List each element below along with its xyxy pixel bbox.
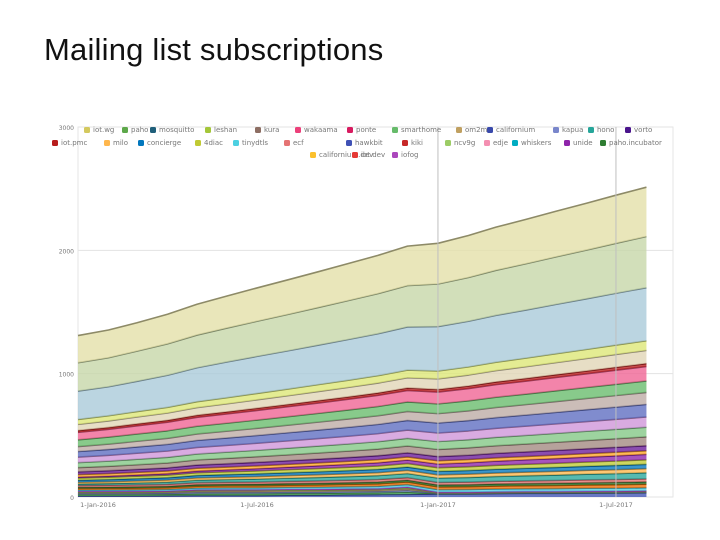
legend-label-wakaama: wakaama: [304, 126, 338, 134]
legend-label-edje: edje: [493, 139, 508, 147]
line-iot.dev: [77, 186, 647, 337]
area-hono: [78, 472, 647, 486]
legend-label-iofog: iofog: [401, 151, 418, 159]
legend-label-iot.wg: iot.wg: [93, 126, 114, 134]
legend-swatch-californium.dev: [310, 152, 316, 158]
area-paho.incubator: [78, 480, 647, 489]
legend-swatch-hawkbit: [346, 140, 352, 146]
legend-label-leshan: leshan: [214, 126, 237, 134]
area-iot.wg: [78, 366, 647, 440]
area-milo: [78, 468, 647, 484]
legend-swatch-californium: [487, 127, 493, 133]
y-tick-label: 3000: [59, 125, 74, 132]
area-paho.dev: [78, 287, 647, 420]
legend-label-whiskers: whiskers: [521, 139, 552, 147]
legend-swatch-leshan: [205, 127, 211, 133]
legend-label-iot.pmc: iot.pmc: [61, 139, 87, 147]
legend-label-vorto: vorto: [634, 126, 652, 134]
legend-label-ponte: ponte: [356, 126, 376, 134]
slide-title: Mailing list subscriptions: [44, 32, 384, 67]
legend-swatch-paho.incubator: [600, 140, 606, 146]
area-om2m.m2m: [78, 477, 647, 488]
area-californium.dev: [78, 350, 647, 431]
legend-swatch-om2m: [456, 127, 462, 133]
area-iot.pmc: [78, 363, 647, 433]
legend-label-concierge: concierge: [147, 139, 181, 147]
legend-swatch-smarthome: [392, 127, 398, 133]
area-4diac: [78, 459, 647, 481]
area-kapua: [78, 490, 647, 495]
legend-swatch-tinydtls: [233, 140, 239, 146]
legend-label-ecf: ecf: [293, 139, 304, 147]
legend-swatch-milo: [104, 140, 110, 146]
legend-swatch-4diac: [195, 140, 201, 146]
area-iot.dev: [78, 187, 647, 363]
legend-label-paho: paho: [131, 126, 148, 134]
legend-label-unide: unide: [573, 139, 593, 147]
area-unide: [78, 454, 647, 479]
legend-swatch-kiki: [402, 140, 408, 146]
y-tick-label: 0: [70, 495, 74, 502]
legend-label-kura: kura: [264, 126, 279, 134]
area-smarthome: [78, 492, 647, 497]
legend-swatch-concierge: [138, 140, 144, 146]
legend-label-4diac: 4diac: [204, 139, 223, 147]
legend-swatch-vorto: [625, 127, 631, 133]
legend-swatch-kura: [255, 127, 261, 133]
legend-swatch-iot.wg: [84, 127, 90, 133]
area-tinydtls: [78, 484, 647, 493]
legend-label-californium.dev: californium.dev: [319, 151, 373, 159]
legend-label-kapua: kapua: [562, 126, 583, 134]
legend-swatch-edje: [484, 140, 490, 146]
area-concierge: [78, 464, 647, 483]
x-tick-label: 1-Jan-2016: [80, 501, 116, 509]
legend-label-smarthome: smarthome: [401, 126, 441, 134]
legend-swatch-iofog: [392, 152, 398, 158]
legend-swatch-hono: [588, 127, 594, 133]
area-ecf: [78, 481, 647, 490]
x-tick-label: 1-Jul-2017: [599, 501, 633, 509]
x-tick-label: 1-Jan-2017: [420, 501, 456, 509]
area-iofog: [78, 450, 647, 478]
legend-label-hawkbit: hawkbit: [355, 139, 383, 147]
area-paho.users: [78, 236, 647, 392]
legend-label-californium: californium: [496, 126, 535, 134]
area-vorto: [78, 445, 647, 475]
legend-swatch-ncv9g: [445, 140, 451, 146]
legend-swatch-mosquitto: [150, 127, 156, 133]
legend-swatch-ponte: [347, 127, 353, 133]
legend-label-hono: hono: [597, 126, 614, 134]
legend-label-ncv9g: ncv9g: [454, 139, 475, 147]
area-om2m: [78, 488, 647, 494]
legend-label-om2m: om2m: [465, 126, 488, 134]
legend-swatch-kapua: [553, 127, 559, 133]
legend-label-kiki: kiki: [411, 139, 423, 147]
legend-swatch-iot.dev: [352, 152, 358, 158]
area-kiki: [78, 380, 647, 447]
legend-swatch-unide: [564, 140, 570, 146]
legend-swatch-iot.pmc: [52, 140, 58, 146]
line-kiki: [77, 380, 647, 441]
legend-swatch-ecf: [284, 140, 290, 146]
legend-swatch-paho: [122, 127, 128, 133]
y-tick-label: 2000: [59, 248, 74, 255]
x-tick-label: 1-Jul-2016: [240, 501, 274, 509]
legend-swatch-whiskers: [512, 140, 518, 146]
y-tick-label: 1000: [59, 372, 74, 379]
legend-label-iot.dev: iot.dev: [361, 151, 385, 159]
legend-label-tinydtls: tinydtls: [242, 139, 268, 147]
legend-swatch-wakaama: [295, 127, 301, 133]
legend-label-milo: milo: [113, 139, 128, 147]
legend-label-mosquitto: mosquitto: [159, 126, 194, 134]
legend-label-paho.incubator: paho.incubator: [609, 139, 662, 147]
